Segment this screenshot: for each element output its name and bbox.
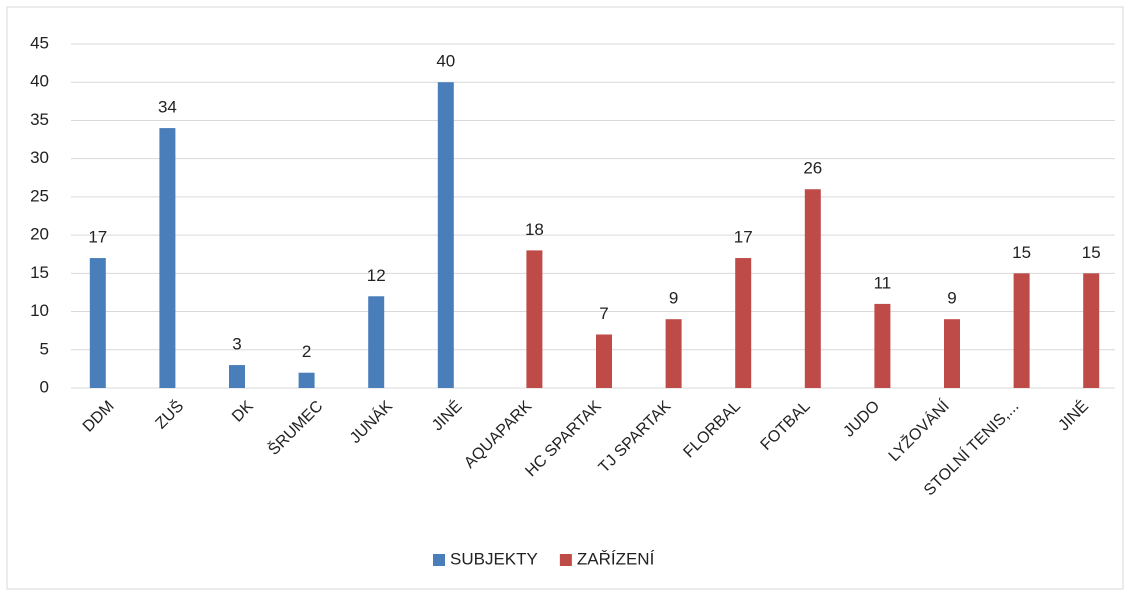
bar	[1013, 273, 1030, 388]
y-tick-label: 5	[40, 339, 49, 358]
data-label: 7	[599, 304, 608, 323]
bar	[944, 319, 960, 388]
data-label: 17	[734, 228, 753, 247]
bar	[735, 258, 752, 388]
data-label: 26	[803, 159, 822, 178]
y-tick-label: 45	[30, 33, 49, 52]
data-label: 15	[1012, 243, 1031, 262]
y-tick-label: 10	[30, 301, 49, 320]
data-label: 12	[367, 266, 386, 285]
y-tick-label: 20	[30, 225, 49, 244]
bar	[665, 319, 682, 388]
data-label: 17	[88, 228, 107, 247]
bar	[804, 189, 821, 388]
bar	[1083, 273, 1100, 388]
bar	[89, 258, 106, 388]
bar	[596, 334, 612, 388]
bar	[229, 365, 245, 388]
bar	[159, 128, 176, 389]
data-label: 9	[947, 289, 956, 308]
bar	[298, 372, 315, 388]
data-label: 34	[158, 98, 177, 117]
data-label: 3	[232, 335, 241, 354]
chart-border	[6, 6, 1124, 590]
bar	[368, 296, 385, 388]
y-tick-label: 15	[30, 263, 49, 282]
data-label: 9	[669, 289, 678, 308]
bar	[437, 82, 454, 388]
legend-label: ZAŘÍZENÍ	[577, 549, 655, 568]
y-tick-label: 35	[30, 110, 49, 129]
bar	[526, 250, 543, 388]
y-tick-label: 40	[30, 72, 49, 91]
y-tick-label: 25	[30, 186, 49, 205]
y-tick-label: 0	[40, 377, 49, 396]
data-label: 2	[302, 342, 311, 361]
data-label: 15	[1082, 243, 1101, 262]
legend-label: SUBJEKTY	[450, 549, 538, 568]
legend-swatch	[433, 554, 445, 566]
legend-swatch	[559, 554, 572, 566]
data-label: 40	[436, 52, 455, 71]
y-tick-label: 30	[30, 148, 49, 167]
data-label: 11	[874, 273, 892, 292]
bar	[874, 303, 891, 388]
data-label: 18	[525, 220, 544, 239]
